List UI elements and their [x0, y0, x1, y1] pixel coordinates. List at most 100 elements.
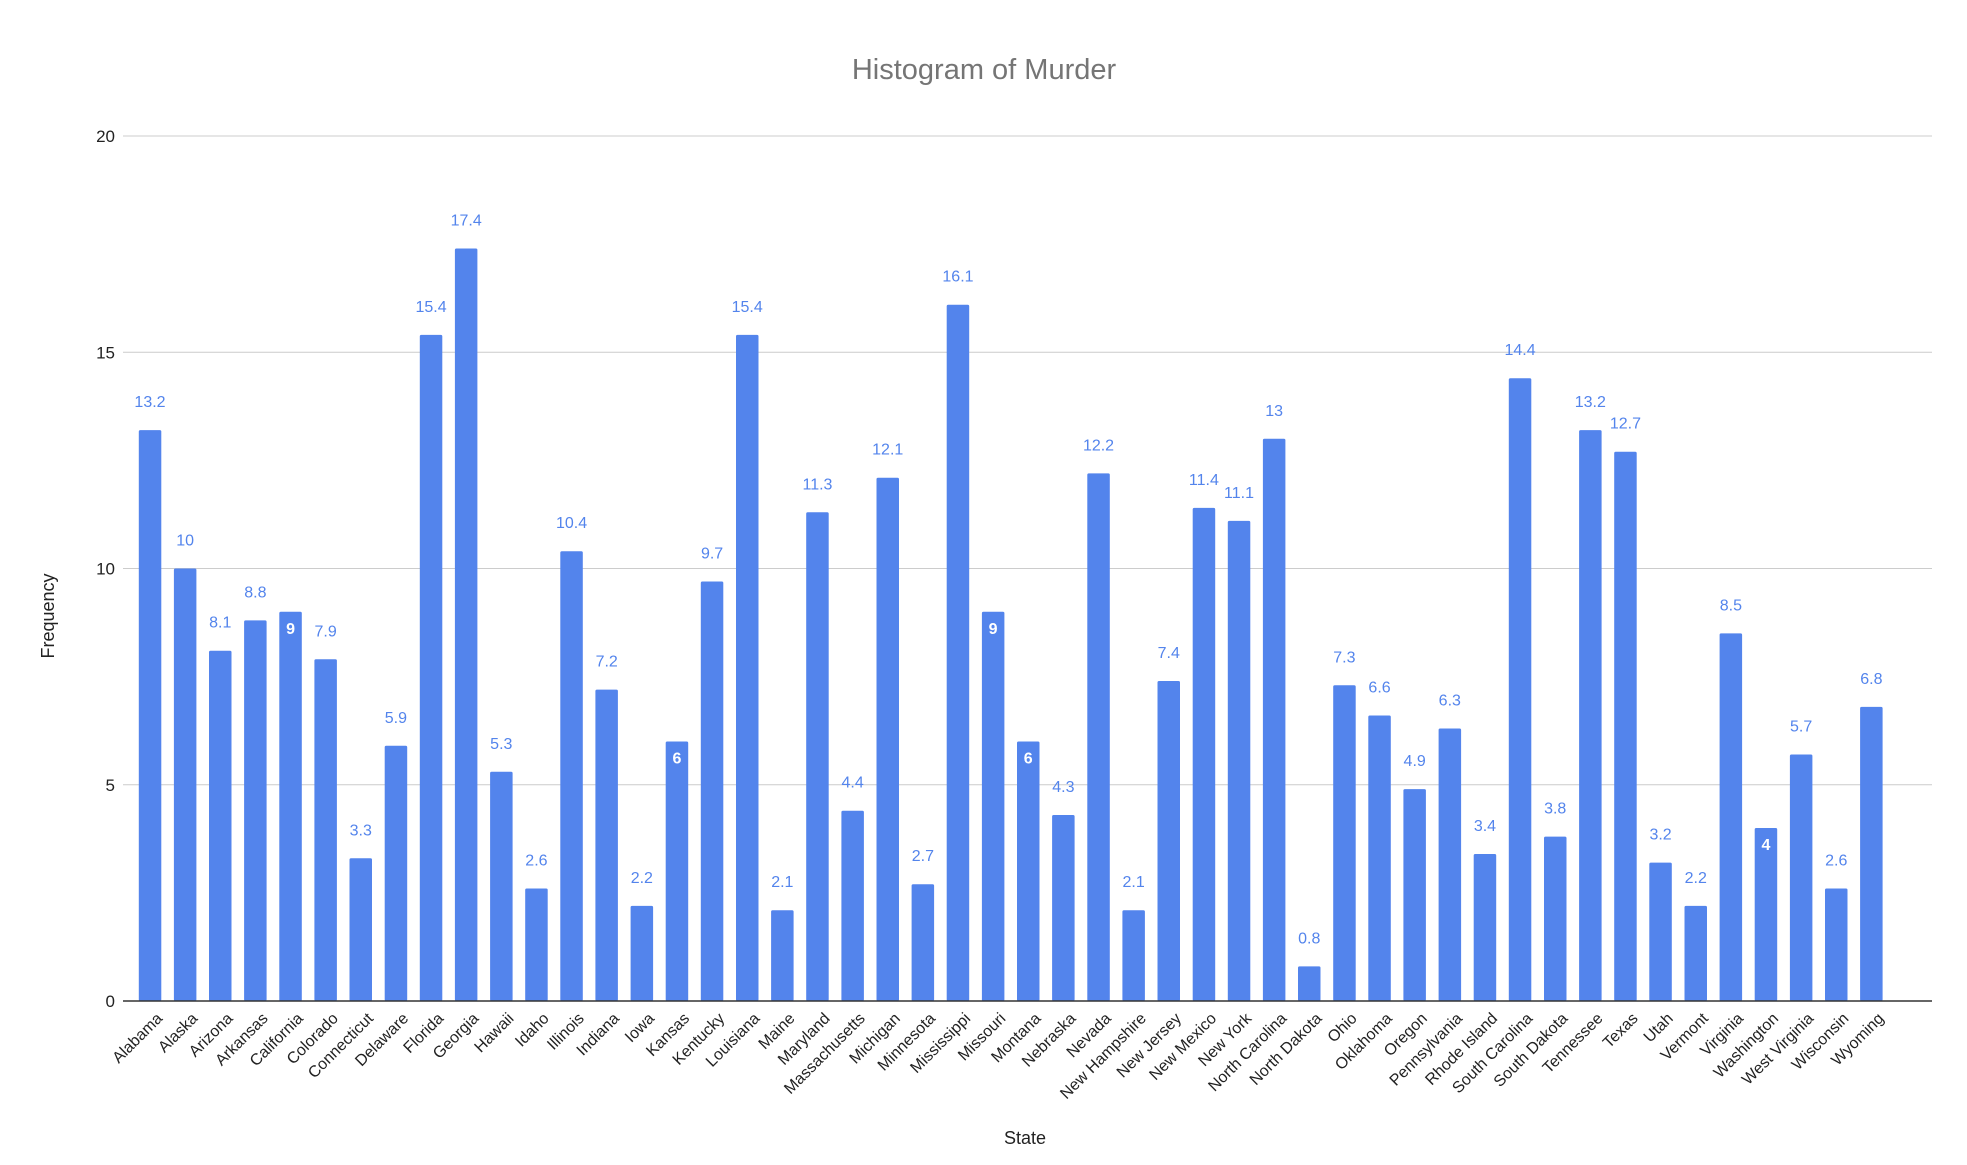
- x-tick-label: Hawaii: [472, 1010, 518, 1056]
- bar: [1614, 451, 1637, 1001]
- bar: [841, 810, 864, 1001]
- bar: [1298, 966, 1321, 1001]
- bar: [384, 745, 408, 1001]
- y-tick-label: 0: [106, 992, 115, 1011]
- data-label: 7.3: [1333, 649, 1355, 666]
- data-label: 13: [1265, 403, 1283, 420]
- bar: [454, 248, 478, 1001]
- bar: [349, 858, 372, 1001]
- data-label: 10.4: [556, 515, 587, 532]
- bar: [1473, 854, 1497, 1001]
- data-label: 6.8: [1860, 671, 1882, 688]
- data-label: 12.2: [1083, 437, 1114, 454]
- bar: [209, 650, 232, 1001]
- data-label: 3.4: [1474, 818, 1496, 835]
- data-label: 11.1: [1224, 485, 1254, 502]
- bar: [630, 905, 654, 1001]
- bar: [1192, 507, 1216, 1001]
- bar: [1368, 715, 1391, 1001]
- bar: [314, 659, 337, 1001]
- gridlines: [123, 135, 1932, 786]
- bar: [1649, 862, 1672, 1001]
- x-axis-label: State: [1004, 1128, 1046, 1148]
- bar: [876, 477, 899, 1001]
- data-label: 3.3: [350, 822, 372, 839]
- bars: [138, 248, 1883, 1002]
- x-tick-label: Alabama: [110, 1010, 167, 1067]
- data-label: 9: [286, 621, 295, 638]
- data-label: 7.2: [596, 654, 618, 671]
- data-label: 7.9: [315, 623, 337, 640]
- data-label: 4: [1762, 837, 1771, 854]
- data-label: 17.4: [451, 213, 482, 230]
- data-label: 4.3: [1052, 779, 1074, 796]
- bar: [1544, 836, 1567, 1001]
- bar: [1579, 430, 1602, 1002]
- bar: [560, 551, 583, 1001]
- bar: [1087, 473, 1110, 1001]
- bar: [1684, 905, 1707, 1001]
- bar: [981, 611, 1005, 1002]
- data-label: 2.2: [1685, 870, 1707, 887]
- data-label: 2.6: [525, 853, 547, 870]
- bar: [911, 884, 935, 1001]
- bar: [279, 611, 302, 1002]
- data-label: 2.1: [771, 874, 793, 891]
- data-label: 8.5: [1720, 597, 1742, 614]
- data-label: 2.2: [631, 870, 653, 887]
- bar: [665, 741, 689, 1001]
- bar: [1789, 754, 1813, 1001]
- data-label: 15.4: [415, 299, 446, 316]
- data-label: 12.7: [1610, 416, 1641, 433]
- y-tick-label: 5: [106, 776, 115, 795]
- bar: [1017, 741, 1040, 1001]
- data-label: 8.8: [244, 584, 266, 601]
- y-tick-label: 15: [96, 343, 115, 362]
- bar: [771, 910, 794, 1001]
- data-label: 9: [989, 621, 998, 638]
- data-label: 12.1: [872, 442, 903, 459]
- x-tick-label: Texas: [1600, 1010, 1642, 1052]
- bar: [525, 888, 548, 1001]
- bar: [1157, 681, 1180, 1001]
- bar: [1333, 685, 1356, 1001]
- data-label: 4.4: [841, 775, 863, 792]
- data-label: 13.2: [1575, 394, 1606, 411]
- data-label: 4.9: [1404, 753, 1426, 770]
- bar: [1262, 438, 1286, 1002]
- y-axis-label: Frequency: [38, 573, 58, 658]
- bar: [419, 334, 443, 1001]
- data-label: 5.9: [385, 710, 407, 727]
- data-label: 6.3: [1439, 693, 1461, 710]
- data-label: 16.1: [942, 269, 973, 286]
- bar: [1438, 728, 1462, 1001]
- x-axis-ticks: AlabamaAlaskaArizonaArkansasCaliforniaCo…: [110, 1009, 1888, 1102]
- bar: [1825, 888, 1848, 1001]
- data-label: 0.8: [1298, 930, 1320, 947]
- bar: [1860, 706, 1883, 1001]
- bar: [946, 304, 970, 1001]
- bar: [595, 689, 618, 1001]
- data-label: 6: [1024, 751, 1033, 768]
- data-label: 10: [176, 533, 194, 550]
- data-label: 3.8: [1544, 801, 1566, 818]
- bar: [490, 771, 513, 1001]
- data-label: 6: [672, 751, 681, 768]
- data-label: 7.4: [1158, 645, 1180, 662]
- data-label: 11.3: [802, 476, 832, 493]
- data-label: 11.4: [1189, 472, 1219, 489]
- data-label: 5.7: [1790, 719, 1812, 736]
- bar: [244, 620, 267, 1001]
- bar: [1052, 815, 1075, 1001]
- data-label: 9.7: [701, 546, 723, 563]
- data-label: 5.3: [490, 736, 512, 753]
- bar: [1719, 633, 1743, 1001]
- bar: [138, 430, 162, 1002]
- data-label: 6.6: [1368, 680, 1390, 697]
- bar: [1508, 378, 1532, 1001]
- bar: [173, 568, 197, 1001]
- bar: [1754, 828, 1778, 1001]
- data-label: 8.1: [209, 615, 231, 632]
